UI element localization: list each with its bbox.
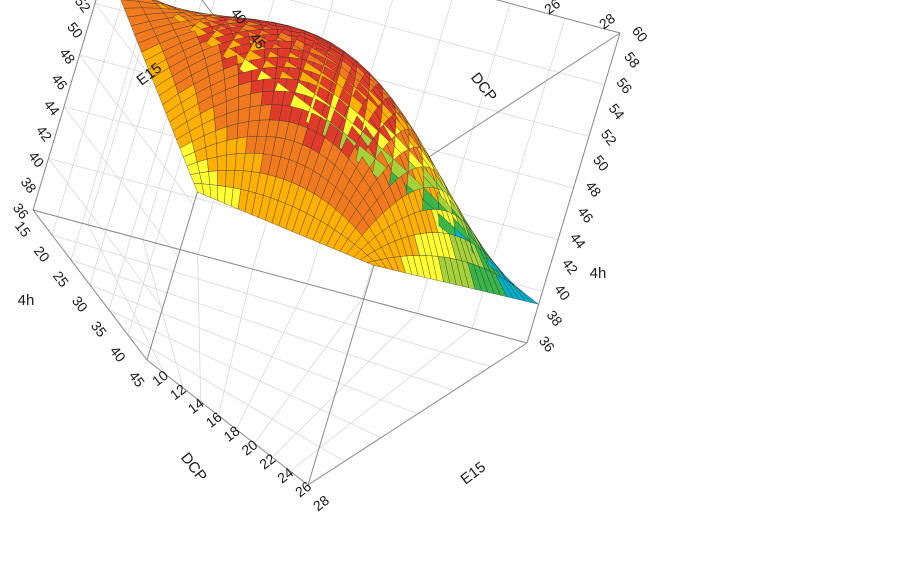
surface-cell xyxy=(262,78,276,93)
response-tick-label: 56 xyxy=(613,75,635,97)
floor-gridline xyxy=(89,284,418,415)
surface-cell xyxy=(249,91,263,108)
response-tick-label: 36 xyxy=(536,333,558,355)
e15-tick-label: 14 xyxy=(185,395,207,417)
frame-edge xyxy=(32,209,148,361)
e15-tick-label: 26 xyxy=(292,478,314,500)
e15-tick-label: 24 xyxy=(274,464,296,486)
response-tick-label: 36 xyxy=(10,200,32,222)
surface-cell xyxy=(226,123,239,141)
response-tick-label: 58 xyxy=(621,49,643,71)
wall-gridline xyxy=(63,106,179,257)
wall-gridline xyxy=(48,158,163,309)
response-tick-label: 38 xyxy=(18,174,40,196)
surface-cell xyxy=(516,287,539,305)
e15-tick-label: 24 xyxy=(486,0,508,3)
e15-tick-label: 26 xyxy=(541,0,563,17)
response-tick-label: 42 xyxy=(33,122,55,144)
surface-cell xyxy=(201,183,212,199)
dcp-tick-label: 35 xyxy=(209,0,231,2)
response-tick-label: 40 xyxy=(551,281,573,303)
surface-cell xyxy=(248,105,262,122)
response-tick-label: 52 xyxy=(72,0,94,15)
response-tick-label: 52 xyxy=(598,126,620,148)
surface-cell xyxy=(237,106,251,124)
surface-cell xyxy=(209,184,218,201)
frame-edge xyxy=(32,209,528,344)
e15-tick-label: 12 xyxy=(167,381,189,403)
surface-cell xyxy=(246,119,260,138)
dcp-tick-label: 40 xyxy=(107,343,129,365)
response-tick-label: 40 xyxy=(25,148,47,170)
surface-cell xyxy=(206,156,218,172)
response-tick-label: 38 xyxy=(544,307,566,329)
wall-gridline xyxy=(288,0,605,86)
response-tick-label: 50 xyxy=(590,152,612,174)
e15-tick-label: 22 xyxy=(256,450,278,472)
response-tick-label: 48 xyxy=(56,45,78,67)
wall-gridline xyxy=(79,54,194,206)
response-surface xyxy=(120,0,539,305)
e15-tick-label: 28 xyxy=(310,492,332,514)
dcp-tick-label: 20 xyxy=(31,243,53,265)
surface-cell xyxy=(217,170,227,187)
surface-cell xyxy=(366,260,381,268)
e15-tick-label: 18 xyxy=(221,422,243,444)
e15-axis-title-bottom: E15 xyxy=(458,459,490,489)
floor-gridline xyxy=(127,334,345,462)
response-tick-label: 44 xyxy=(41,97,63,119)
surface-cell xyxy=(236,121,249,139)
surface-cell xyxy=(225,153,237,171)
e15-tick-label: 28 xyxy=(596,10,618,32)
surface-cell xyxy=(235,136,248,155)
dcp-tick-label: 30 xyxy=(69,293,91,315)
response-axis-title-right: 4h xyxy=(590,265,607,282)
surface-cell xyxy=(260,90,275,106)
frame-edge xyxy=(495,0,621,34)
surface-cell xyxy=(250,79,264,95)
response-tick-label: 44 xyxy=(567,230,589,252)
surface-cell xyxy=(216,140,228,158)
response-axis-title-left: 4h xyxy=(18,292,35,309)
dcp-tick-label: 25 xyxy=(50,268,72,290)
response-tick-label: 50 xyxy=(64,19,86,41)
e15-tick-label: 10 xyxy=(149,367,171,389)
frame-edge xyxy=(307,342,528,486)
frame-edge xyxy=(146,359,309,486)
response-tick-label: 54 xyxy=(606,100,628,122)
dcp-tick-label: 45 xyxy=(126,368,148,390)
frame-edge xyxy=(400,32,621,176)
dcp-axis-title-bottom: DCP xyxy=(177,450,210,485)
surface-cell xyxy=(216,154,227,172)
response-tick-label: 60 xyxy=(629,23,651,45)
floor-gridline xyxy=(70,259,455,391)
response-tick-label: 42 xyxy=(559,255,581,277)
frame-edge xyxy=(32,0,97,211)
surface-cell xyxy=(217,185,226,204)
surface-cell xyxy=(226,138,238,156)
response-tick-label: 46 xyxy=(49,71,71,93)
frame-edge xyxy=(526,32,621,344)
floor-gridline xyxy=(108,309,382,439)
dcp-tick-label: 15 xyxy=(12,218,34,240)
dcp-tick-label: 35 xyxy=(88,318,110,340)
wall-gridline xyxy=(51,0,123,236)
response-tick-label: 48 xyxy=(582,178,604,200)
e15-tick-label: 16 xyxy=(203,408,225,430)
dcp-axis-title-top: DCP xyxy=(467,70,500,105)
response-tick-label: 46 xyxy=(575,204,597,226)
